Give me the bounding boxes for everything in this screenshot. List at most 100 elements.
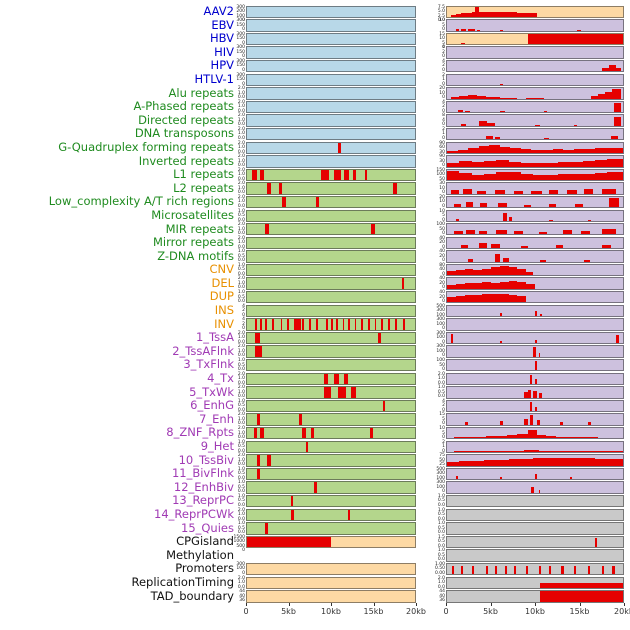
y-tick-label: 500: [436, 466, 445, 472]
y-tick-label: 0: [442, 271, 445, 277]
y-tick-label: 0.5: [237, 484, 245, 490]
track-label: Microsatellites: [151, 208, 234, 222]
data-bar: [563, 149, 574, 153]
y-tick-label: 0.0: [437, 18, 445, 24]
y-tick-label: 2.0: [237, 575, 245, 581]
data-bar: [475, 6, 479, 17]
y-tick-label: 2.0: [237, 99, 245, 105]
column-gap: [416, 87, 437, 99]
y-tick-label: 0: [442, 67, 445, 73]
y-tick-label: 100: [436, 321, 445, 327]
y-tick-label: 0.5: [437, 512, 445, 518]
y-tick-label: 1.0: [237, 240, 245, 246]
data-bar: [461, 43, 465, 45]
y-tick-label: 0.0: [237, 135, 245, 141]
y-tick-label: 0.5: [437, 539, 445, 545]
track-row: CPGisland 1500 1000 500 0 1.5 0.5 0.0: [0, 535, 630, 553]
data-bar: [531, 190, 543, 194]
data-bar: [494, 137, 500, 140]
track-row: Mirror repeats 2.0 1.0 0.0 40 20 0: [0, 236, 630, 250]
y-tick-label: 100: [436, 222, 445, 228]
data-bar: [526, 283, 535, 289]
data-bar: [517, 269, 527, 276]
x-tick-mark: [624, 603, 625, 607]
y-axis-ticks-left: 1.0 0.5 0.0: [237, 359, 246, 373]
y-tick-label: 2.0: [237, 507, 245, 513]
y-tick-label: 0.5: [437, 389, 445, 395]
y-tick-label: 20: [439, 253, 445, 259]
data-bar: [485, 565, 488, 575]
y-axis-ticks-left: 2.0 1.0 0.0: [237, 345, 246, 358]
y-tick-label: 1.0: [237, 172, 245, 178]
track-panel-left: [246, 508, 416, 521]
y-tick-label: 300: [236, 58, 245, 64]
track-panel-right: [446, 413, 624, 426]
column-gap: [416, 372, 437, 384]
track-panel-right: [446, 535, 624, 549]
data-bar: [334, 373, 340, 384]
track-panel-left: [246, 46, 416, 59]
data-bar: [344, 373, 348, 384]
x-tick-label: 15kb: [569, 607, 590, 617]
data-bar: [531, 486, 534, 493]
data-bar: [552, 450, 567, 452]
data-bar: [499, 341, 502, 344]
y-tick-label: 1.0: [237, 158, 245, 164]
data-bar: [369, 428, 373, 439]
y-tick-label: 40: [439, 235, 445, 241]
data-bar: [257, 455, 261, 466]
y-tick-label: 4: [242, 317, 245, 323]
data-bar: [480, 203, 488, 208]
y-tick-label: 5: [442, 430, 445, 436]
data-bar: [471, 174, 484, 181]
x-tick-mark: [446, 603, 447, 607]
column-gap: [416, 290, 437, 302]
column-gap: [416, 73, 437, 85]
y-tick-label: 25: [439, 462, 445, 468]
track-label: DEL: [211, 276, 234, 290]
track-panel-right: [446, 114, 624, 127]
track-panel-left: [246, 141, 416, 154]
y-axis-ticks-right: 1.0 0.5 0.0: [437, 521, 446, 535]
y-axis-ticks-right: 10 5 0: [437, 209, 446, 222]
track-panel-right: [446, 223, 624, 236]
y-tick-label: 10: [439, 90, 445, 96]
y-axis-ticks-right: 1.0 0.5 0.0: [437, 508, 446, 521]
data-bar: [482, 282, 491, 289]
y-tick-label: 20: [439, 294, 445, 300]
x-tick-label: 10kb: [525, 607, 545, 617]
y-tick-label: 2.0: [237, 276, 245, 282]
track-row: INV 4 2 0 300 100 0: [0, 318, 630, 332]
y-tick-label: 0.0: [237, 203, 245, 209]
y-axis-ticks-left: [237, 549, 246, 561]
data-bar: [535, 406, 538, 412]
track-panel-right: [446, 100, 624, 114]
data-bar: [485, 436, 497, 439]
y-tick-label: 500: [436, 303, 445, 309]
track-row: 1_TssA 2.0 1.0 0.0 300 100 0: [0, 331, 630, 345]
y-tick-label: 2.0: [237, 412, 245, 418]
y-tick-label: 0: [242, 18, 245, 24]
y-tick-label: 0.0: [237, 163, 245, 169]
y-tick-label: 0.0: [237, 367, 245, 373]
x-tick-mark: [535, 603, 536, 607]
data-bar: [471, 565, 474, 575]
y-axis-ticks-right: 300 100 0: [436, 345, 446, 358]
y-tick-label: 4: [442, 99, 445, 105]
data-bar: [447, 284, 456, 289]
track-label: 9_Het: [200, 440, 234, 453]
track-panel-left: [246, 114, 416, 127]
y-tick-label: 4: [442, 45, 445, 51]
data-bar: [447, 462, 460, 466]
y-tick-label: 1.0: [437, 521, 445, 527]
data-bar: [483, 160, 497, 167]
data-bar: [570, 174, 583, 181]
data-bar: [464, 269, 474, 276]
track-panel-right: [446, 508, 624, 521]
track-row: EBV 300 150 0 10 5 0: [0, 19, 630, 33]
y-tick-label: 1.0: [237, 580, 245, 586]
y-tick-label: 0.5: [437, 552, 445, 558]
data-bar: [540, 582, 623, 588]
y-tick-label: 1.0: [237, 348, 245, 354]
